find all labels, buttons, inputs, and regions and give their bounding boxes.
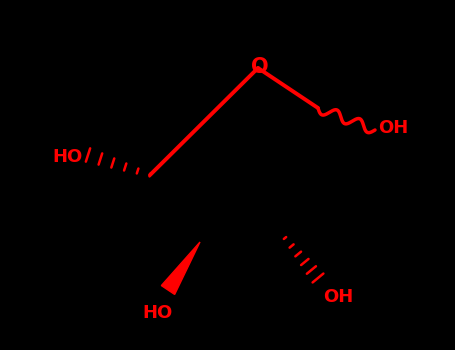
Text: OH: OH: [323, 288, 353, 306]
Text: HO: HO: [143, 304, 173, 322]
Polygon shape: [162, 242, 200, 294]
Text: HO: HO: [53, 148, 83, 166]
Text: O: O: [251, 57, 269, 77]
Text: OH: OH: [378, 119, 408, 137]
